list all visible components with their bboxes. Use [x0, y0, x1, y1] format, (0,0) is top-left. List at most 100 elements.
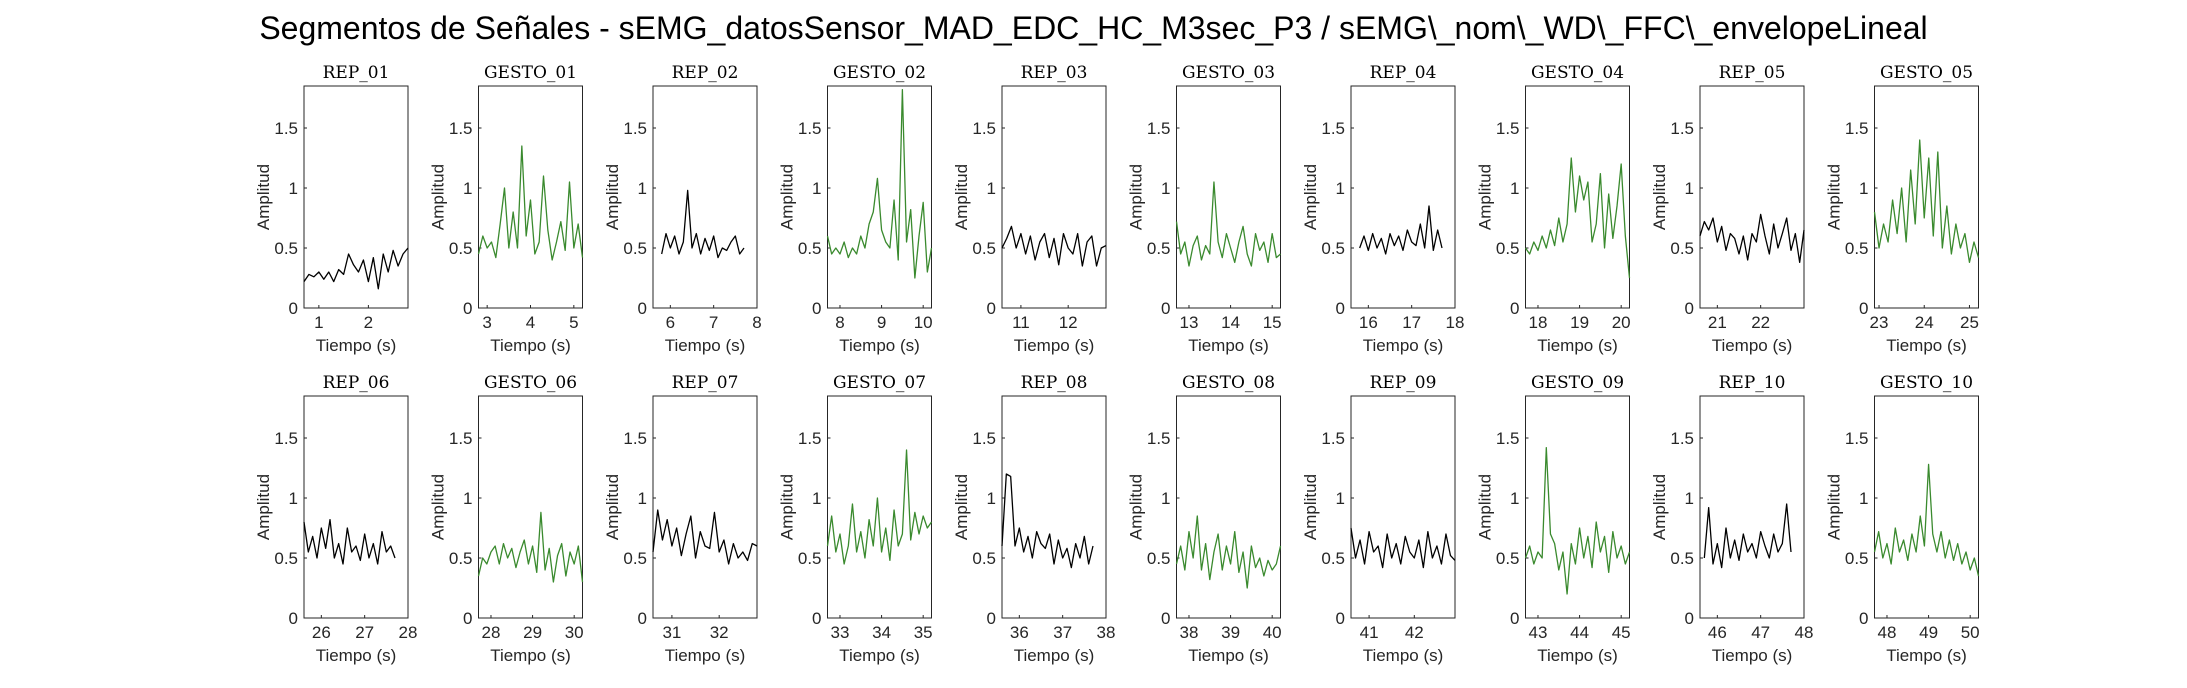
y-tick-label: 1 — [987, 489, 996, 508]
x-axis-label: Tiempo (s) — [1014, 646, 1095, 665]
x-tick-label: 36 — [1010, 623, 1029, 642]
y-tick-label: 1 — [1685, 179, 1694, 198]
axes-box — [478, 395, 583, 619]
y-axis-label: Amplitud — [429, 164, 448, 230]
y-tick-label: 1 — [1161, 179, 1170, 198]
y-tick-label: 1.5 — [1845, 119, 1869, 138]
y-tick-label: 1 — [463, 489, 472, 508]
y-tick-label: 0 — [289, 609, 298, 628]
panel-title: GESTO_08 — [1182, 373, 1275, 393]
y-tick-label: 0.5 — [1321, 549, 1345, 568]
panel-title: REP_02 — [672, 63, 739, 83]
series-line — [661, 189, 745, 259]
series-line — [1873, 139, 1980, 264]
subplot-gesto_01: GESTO_01 0 0.5 1 1.5 3 4 5 Tiempo (s) Amplitud — [429, 63, 584, 355]
y-tick-label: 1.5 — [449, 119, 473, 138]
y-tick-label: 1.5 — [623, 119, 647, 138]
x-tick-label: 10 — [914, 313, 933, 332]
x-tick-label: 14 — [1221, 313, 1240, 332]
y-axis-label: Amplitud — [1825, 474, 1844, 540]
series-line — [1175, 515, 1282, 589]
y-axis-label: Amplitud — [1825, 164, 1844, 230]
y-tick-label: 0 — [1510, 609, 1519, 628]
x-tick-label: 18 — [1529, 313, 1548, 332]
y-tick-label: 1.5 — [1670, 119, 1694, 138]
series-line — [1350, 527, 1456, 569]
series-line — [1524, 157, 1631, 279]
y-tick-label: 0 — [1336, 609, 1345, 628]
x-tick-label: 30 — [565, 623, 584, 642]
x-tick-label: 28 — [482, 623, 501, 642]
y-tick-label: 1.5 — [972, 429, 996, 448]
y-tick-label: 0 — [812, 609, 821, 628]
subplot-rep_02: REP_02 0 0.5 1 1.5 6 7 8 Tiempo (s) Amplitud — [603, 63, 762, 355]
axes-box — [1176, 395, 1281, 619]
y-tick-label: 1 — [289, 179, 298, 198]
x-tick-label: 48 — [1878, 623, 1897, 642]
x-axis-label: Tiempo (s) — [1537, 336, 1618, 355]
y-tick-label: 1 — [1859, 489, 1868, 508]
x-axis-label: Tiempo (s) — [490, 646, 571, 665]
series-line — [1703, 503, 1792, 569]
x-axis-label: Tiempo (s) — [316, 646, 397, 665]
x-tick-label: 12 — [1059, 313, 1078, 332]
x-tick-label: 28 — [399, 623, 418, 642]
x-axis-label: Tiempo (s) — [1537, 646, 1618, 665]
y-tick-label: 0.5 — [1845, 549, 1869, 568]
axes-box — [1525, 85, 1630, 309]
x-tick-label: 44 — [1570, 623, 1589, 642]
x-tick-label: 39 — [1221, 623, 1240, 642]
y-tick-label: 0 — [1685, 609, 1694, 628]
panel-title: REP_05 — [1719, 63, 1786, 83]
series-line — [826, 88, 933, 279]
x-tick-label: 9 — [877, 313, 886, 332]
y-tick-label: 0 — [289, 299, 298, 318]
x-tick-label: 46 — [1708, 623, 1727, 642]
panel-title: GESTO_04 — [1531, 63, 1624, 83]
y-axis-label: Amplitud — [603, 164, 622, 230]
x-tick-label: 38 — [1097, 623, 1116, 642]
x-tick-label: 26 — [312, 623, 331, 642]
x-tick-label: 8 — [835, 313, 844, 332]
x-axis-label: Tiempo (s) — [839, 336, 920, 355]
x-tick-label: 3 — [482, 313, 491, 332]
panel-title: GESTO_01 — [484, 63, 577, 83]
subplot-rep_05: REP_05 0 0.5 1 1.5 21 22 Tiempo (s) Amplitud — [1650, 63, 1805, 355]
panel-title: GESTO_06 — [484, 373, 577, 393]
panel-title: GESTO_05 — [1880, 63, 1973, 83]
subplot-gesto_07: GESTO_07 0 0.5 1 1.5 33 34 35 Tiempo (s) Amplitud — [778, 373, 933, 665]
x-tick-label: 42 — [1405, 623, 1424, 642]
y-tick-label: 0.5 — [623, 549, 647, 568]
x-axis-label: Tiempo (s) — [1712, 336, 1793, 355]
y-tick-label: 1 — [812, 489, 821, 508]
panel-title: REP_09 — [1370, 373, 1437, 393]
y-axis-label: Amplitud — [778, 164, 797, 230]
y-tick-label: 0.5 — [623, 239, 647, 258]
x-tick-label: 27 — [355, 623, 374, 642]
axes-box — [303, 395, 409, 619]
axes-box — [1176, 85, 1281, 309]
y-tick-label: 0 — [987, 609, 996, 628]
panel-title: GESTO_02 — [833, 63, 926, 83]
x-axis-label: Tiempo (s) — [1886, 336, 1967, 355]
x-tick-label: 37 — [1053, 623, 1072, 642]
axes-box — [1874, 395, 1979, 619]
series-line — [652, 509, 758, 565]
y-axis-label: Amplitud — [1476, 164, 1495, 230]
x-axis-label: Tiempo (s) — [316, 336, 397, 355]
series-line — [1359, 205, 1443, 255]
y-tick-label: 1 — [289, 489, 298, 508]
y-axis-label: Amplitud — [1301, 474, 1320, 540]
series-line — [826, 449, 933, 565]
figure-title: Segmentos de Señales - sEMG_datosSensor_… — [259, 10, 1928, 46]
y-tick-label: 0.5 — [1147, 549, 1171, 568]
x-tick-label: 35 — [914, 623, 933, 642]
y-tick-label: 1 — [812, 179, 821, 198]
panel-title: REP_10 — [1719, 373, 1786, 393]
y-tick-label: 1.5 — [274, 429, 298, 448]
axes-box — [652, 85, 758, 309]
x-tick-label: 22 — [1751, 313, 1770, 332]
